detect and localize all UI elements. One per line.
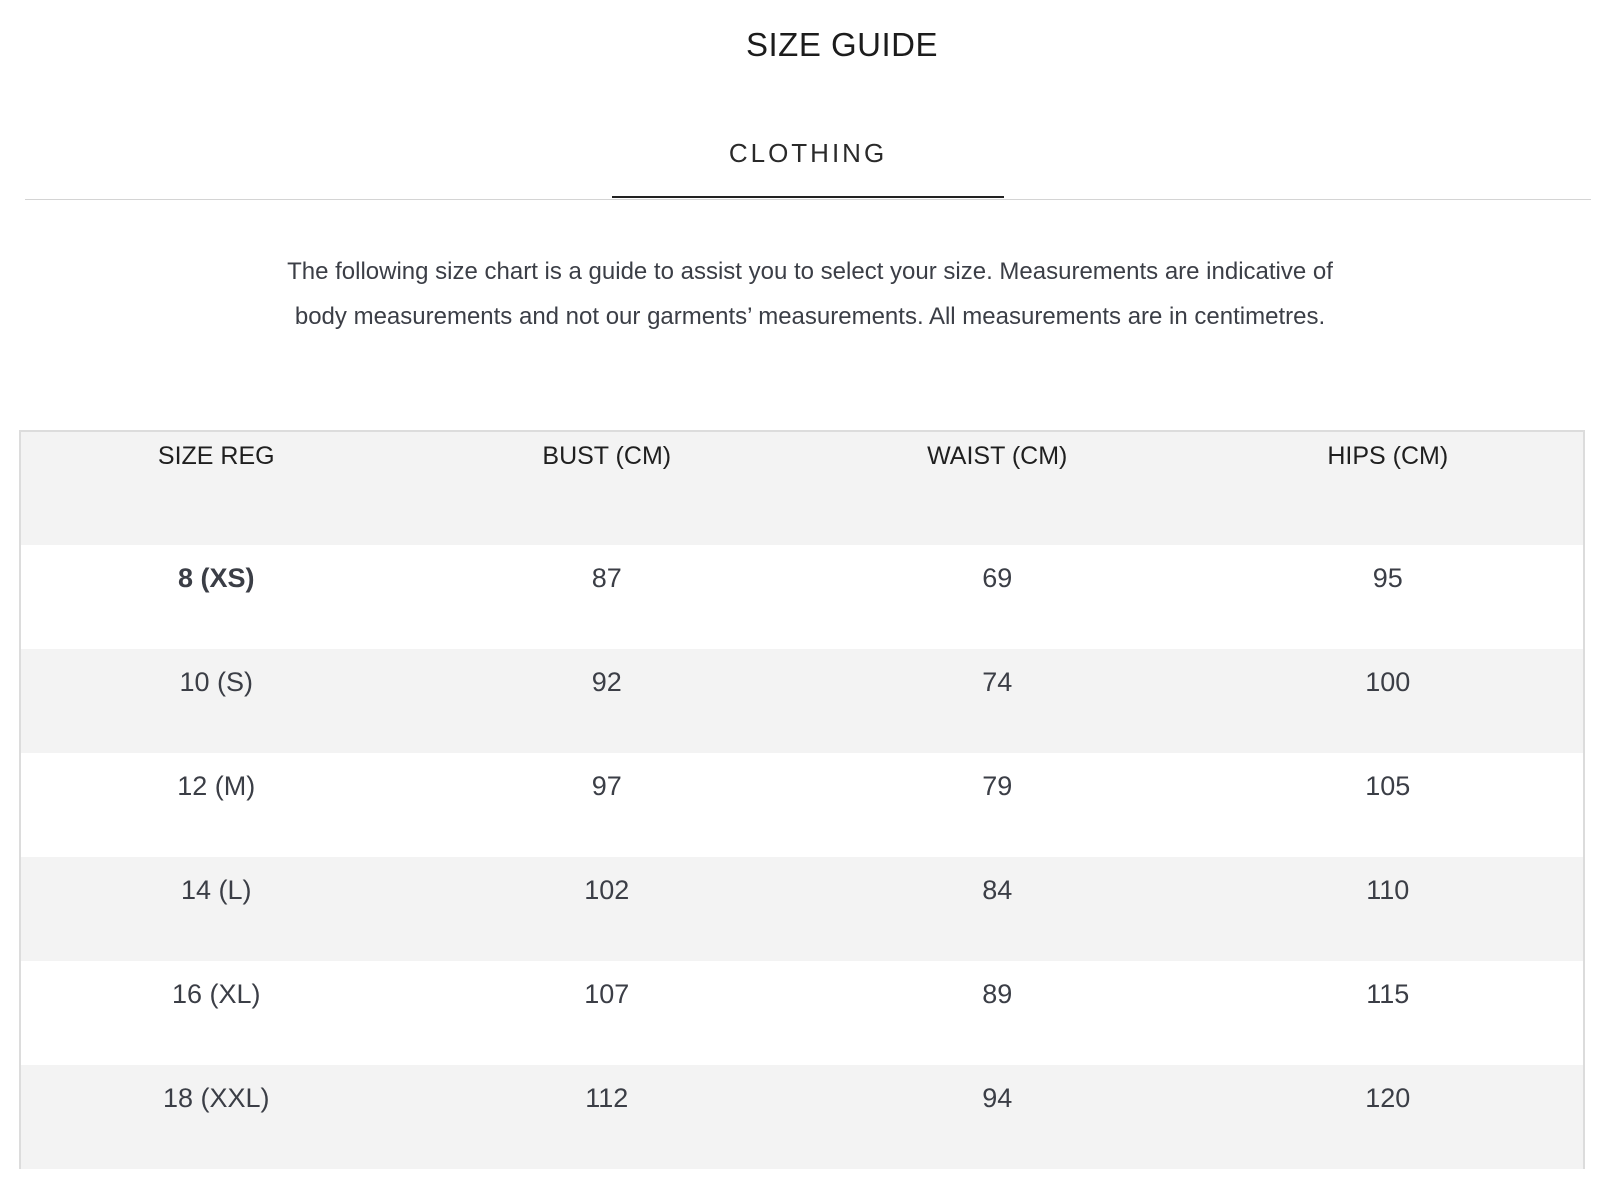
active-tab-indicator [612, 196, 1004, 198]
cell-size: 14 (L) [180, 875, 252, 905]
cell-waist: 84 [982, 875, 1013, 905]
cell-size: 16 (XL) [171, 979, 261, 1009]
cell-bust: 107 [584, 979, 630, 1009]
header-bust: BUST (CM) [542, 442, 672, 470]
cell-bust: 87 [591, 563, 622, 593]
cell-hips: 115 [1366, 979, 1410, 1009]
cell-size: 10 (S) [179, 667, 254, 697]
cell-waist: 89 [982, 979, 1013, 1009]
tab-clothing[interactable]: CLOTHING [728, 138, 888, 168]
size-table: SIZE REG BUST (CM) WAIST (CM) HIPS (CM) … [19, 430, 1585, 1169]
table-row: 8 (XS) 87 69 95 [21, 545, 1583, 649]
cell-hips: 95 [1372, 563, 1403, 593]
cell-bust: 97 [591, 771, 622, 801]
table-row: 10 (S) 92 74 100 [21, 649, 1583, 753]
cell-waist: 69 [982, 563, 1013, 593]
tab-divider [25, 199, 1591, 200]
cell-hips: 100 [1365, 667, 1411, 697]
cell-hips: 110 [1366, 875, 1410, 905]
header-waist: WAIST (CM) [927, 442, 1068, 470]
table-row: 16 (XL) 107 89 115 [21, 961, 1583, 1065]
cell-size: 12 (M) [177, 771, 256, 801]
cell-size: 8 (XS) [177, 563, 255, 593]
header-size: SIZE REG [157, 442, 275, 470]
header-hips: HIPS (CM) [1327, 442, 1449, 470]
page-title: SIZE GUIDE [745, 26, 939, 63]
cell-hips: 105 [1365, 771, 1411, 801]
cell-size: 18 (XXL) [162, 1083, 270, 1113]
intro-text: The following size chart is a guide to a… [287, 258, 1333, 330]
cell-bust: 112 [585, 1083, 629, 1113]
cell-bust: 92 [591, 667, 622, 697]
table-row: 18 (XXL) 112 94 120 [21, 1065, 1583, 1169]
table-row: 14 (L) 102 84 110 [21, 857, 1583, 961]
cell-waist: 79 [982, 771, 1013, 801]
cell-bust: 102 [584, 875, 630, 905]
cell-hips: 120 [1365, 1083, 1411, 1113]
table-row: 12 (M) 97 79 105 [21, 753, 1583, 857]
cell-waist: 94 [982, 1083, 1013, 1113]
table-header-row: SIZE REG BUST (CM) WAIST (CM) HIPS (CM) [21, 432, 1583, 545]
cell-waist: 74 [982, 667, 1013, 697]
